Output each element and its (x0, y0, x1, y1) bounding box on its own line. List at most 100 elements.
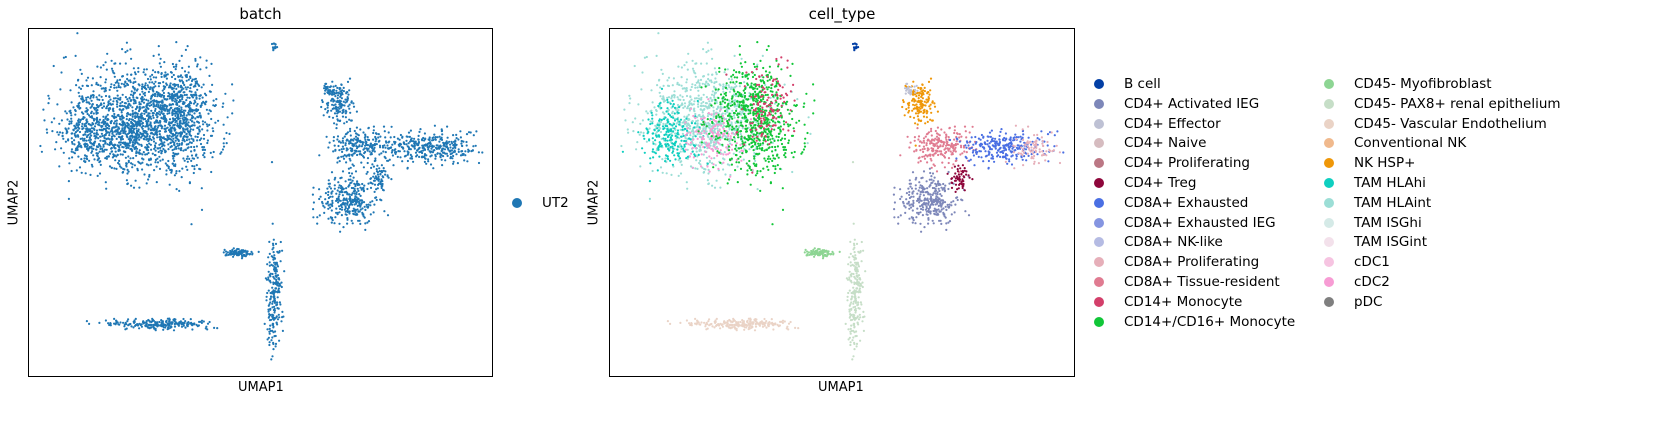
scatter-point (357, 197, 360, 201)
scatter-point (671, 99, 674, 102)
scatter-point (352, 152, 355, 155)
scatter-point (334, 149, 337, 152)
scatter-point (673, 127, 676, 130)
scatter-point (154, 329, 157, 332)
scatter-point (242, 254, 245, 257)
scatter-point (674, 128, 677, 131)
scatter-point (685, 94, 689, 98)
scatter-point (225, 131, 228, 135)
scatter-point (205, 123, 208, 126)
scatter-point (202, 154, 205, 157)
scatter-point (353, 197, 356, 200)
scatter-point (191, 124, 194, 127)
scatter-point (670, 132, 673, 135)
scatter-cluster (684, 98, 759, 178)
scatter-point (455, 137, 458, 140)
scatter-point (637, 131, 640, 134)
scatter-point (702, 75, 705, 78)
scatter-point (702, 127, 705, 130)
scatter-point (152, 325, 155, 328)
scatter-point (85, 98, 88, 101)
scatter-point (327, 91, 330, 94)
scatter-point (180, 142, 184, 145)
scatter-point (126, 172, 129, 175)
scatter-point (684, 134, 687, 137)
scatter-point (145, 322, 148, 325)
scatter-point (460, 139, 463, 143)
scatter-point (355, 193, 358, 196)
scatter-point (312, 201, 315, 204)
scatter-point (76, 32, 79, 35)
scatter-point (722, 153, 725, 156)
scatter-point (149, 78, 152, 81)
scatter-point (126, 111, 129, 115)
scatter-point (185, 88, 188, 91)
scatter-point (273, 305, 276, 308)
scatter-point (718, 117, 721, 120)
scatter-point (189, 118, 192, 121)
scatter-point (340, 208, 344, 211)
scatter-point (184, 86, 187, 89)
scatter-point (701, 135, 704, 139)
scatter-point (115, 319, 118, 322)
scatter-point (657, 32, 660, 35)
scatter-point (165, 321, 168, 324)
scatter-point (186, 86, 189, 89)
scatter-point (635, 148, 638, 151)
scatter-point (145, 182, 148, 185)
scatter-point (222, 102, 225, 105)
scatter-point (726, 109, 729, 112)
scatter-point (163, 94, 166, 98)
scatter-point (162, 91, 165, 95)
scatter-point (90, 84, 93, 87)
scatter-point (333, 187, 336, 190)
scatter-point (451, 142, 454, 145)
scatter-point (710, 125, 713, 128)
scatter-point (718, 128, 721, 131)
scatter-point (179, 90, 182, 93)
scatter-point (124, 125, 127, 128)
scatter-point (200, 208, 204, 211)
scatter-point (118, 323, 121, 326)
scatter-point (176, 122, 179, 125)
scatter-point (633, 64, 636, 68)
scatter-point (85, 320, 88, 323)
scatter-point (671, 163, 674, 166)
scatter-point (99, 163, 102, 166)
scatter-point (676, 111, 679, 114)
scatter-point (708, 161, 711, 164)
scatter-point (95, 118, 98, 121)
scatter-point (70, 122, 73, 125)
scatter-point (134, 317, 137, 320)
scatter-point (651, 117, 654, 120)
scatter-point (676, 81, 679, 84)
scatter-point (666, 129, 669, 132)
scatter-point (236, 247, 239, 251)
scatter-point (723, 71, 726, 74)
scatter-point (331, 80, 334, 83)
scatter-point (109, 102, 112, 105)
scatter-point (177, 85, 180, 88)
scatter-point (113, 62, 116, 65)
scatter-point (155, 181, 158, 184)
scatter-point (312, 216, 315, 219)
scatter-point (383, 144, 386, 147)
scatter-point (151, 114, 155, 117)
scatter-point (372, 138, 375, 141)
scatter-point (71, 140, 74, 144)
scatter-point (726, 110, 729, 114)
scatter-point (648, 127, 651, 130)
scatter-point (390, 178, 393, 181)
scatter-point (384, 157, 387, 160)
scatter-point (62, 151, 65, 154)
scatter-point (685, 89, 688, 92)
scatter-point (83, 139, 86, 142)
scatter-point (324, 198, 327, 201)
scatter-point (109, 130, 112, 133)
scatter-point (181, 127, 185, 130)
scatter-point (58, 122, 61, 125)
scatter-point (162, 147, 165, 151)
scatter-point (95, 133, 99, 136)
scatter-point (703, 83, 707, 86)
scatter-point (96, 174, 99, 177)
